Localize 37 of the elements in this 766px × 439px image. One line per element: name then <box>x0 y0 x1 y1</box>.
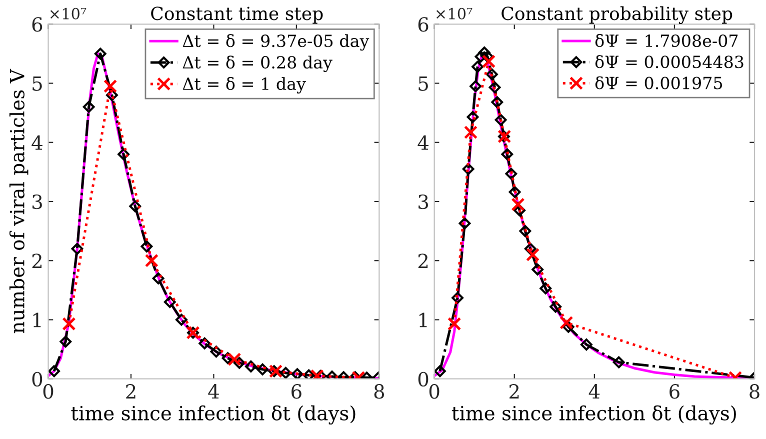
y-tick-label: 3 <box>32 194 42 210</box>
chart-title: Constant probability step <box>502 6 732 24</box>
legend-label: Δt = δ = 0.28 day <box>182 56 332 72</box>
y-tick-label: 1 <box>419 312 427 328</box>
y-tick-label: 0 <box>32 372 42 387</box>
legend-label: Δt = δ = 9.37e-05 day <box>182 34 370 51</box>
x-axis-title: time since infection δt (days) <box>71 405 356 425</box>
x-tick-label: 4 <box>588 384 600 398</box>
y-axis-title: number of viral particles V <box>9 68 28 334</box>
x-tick-label: 0 <box>429 384 440 399</box>
x-tick-label: 8 <box>750 384 760 399</box>
y-tick-label: 2 <box>418 254 428 268</box>
y-tick-label: 5 <box>418 76 428 91</box>
x-axis-title: time since infection δt (days) <box>452 405 736 425</box>
y-tick-label: 4 <box>32 135 42 150</box>
x-tick-label: 2 <box>510 384 519 398</box>
y-tick-label: 4 <box>418 135 428 150</box>
x-tick-label: 6 <box>292 384 302 399</box>
y-tick-label: 6 <box>32 17 42 32</box>
legend-label: δΨ = 0.00054483 <box>595 55 744 68</box>
legend-label: δΨ = 0.001975 <box>595 76 722 90</box>
x-tick-label: 6 <box>670 384 680 399</box>
chart-title: Constant time step <box>151 6 323 24</box>
y-tick-label: 2 <box>32 254 42 268</box>
y-tick-label: 5 <box>32 76 42 91</box>
text: ×10⁷ <box>50 8 86 20</box>
y-tick-label: 6 <box>418 17 428 32</box>
y-tick-label: 3 <box>418 194 428 210</box>
x-tick-label: 8 <box>374 384 384 399</box>
legend-label: Δt = δ = 1 day <box>182 77 306 94</box>
legend-label: δΨ = 1.7908e-07 <box>595 34 738 48</box>
y-tick-label: 1 <box>33 312 41 328</box>
text: ×10⁷ <box>436 8 472 20</box>
x-tick-label: 2 <box>126 384 136 398</box>
y-tick-label: 0 <box>418 372 428 387</box>
x-tick-label: 0 <box>43 384 54 399</box>
x-tick-label: 4 <box>208 384 219 398</box>
